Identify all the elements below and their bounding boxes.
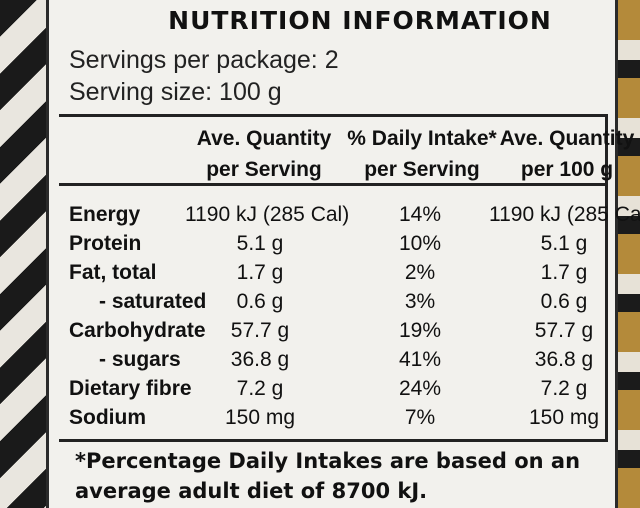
row-label: Energy xyxy=(69,203,141,226)
cell-per-100g: 5.1 g xyxy=(540,232,588,255)
table-row: Protein 5.1 g 10% 5.1 g xyxy=(59,232,605,261)
cell-daily-intake: 3% xyxy=(404,290,436,313)
cell-per-100g: 0.6 g xyxy=(540,290,588,313)
cell-daily-intake: 19% xyxy=(398,319,442,342)
table-row: - sugars 36.8 g 41% 36.8 g xyxy=(59,348,605,377)
row-label: Protein xyxy=(69,232,142,255)
daily-intake-footnote: *Percentage Daily Intakes are based on a… xyxy=(75,449,581,503)
cell-per-serving: 0.6 g xyxy=(236,290,284,313)
cell-per-serving: 1190 kJ (285 Cal) xyxy=(185,203,350,226)
cell-per-serving: 150 mg xyxy=(224,406,296,429)
cell-per-serving: 5.1 g xyxy=(236,232,284,255)
servings-per-package: Servings per package: 2 xyxy=(69,46,339,74)
cell-daily-intake: 10% xyxy=(398,232,442,255)
cell-per-100g: 57.7 g xyxy=(534,319,594,342)
serving-size: Serving size: 100 g xyxy=(69,78,282,106)
row-label: Sodium xyxy=(69,406,146,429)
cell-daily-intake: 14% xyxy=(398,203,442,226)
table-row: Carbohydrate 57.7 g 19% 57.7 g xyxy=(59,319,605,348)
cell-per-serving: 36.8 g xyxy=(230,348,290,371)
table-row: Sodium 150 mg 7% 150 mg xyxy=(59,406,605,435)
cell-per-100g: 36.8 g xyxy=(534,348,594,371)
cell-per-serving: 7.2 g xyxy=(236,377,284,400)
row-label: Dietary fibre xyxy=(69,377,192,400)
cell-daily-intake: 7% xyxy=(404,406,436,429)
cell-per-100g: 150 mg xyxy=(528,406,600,429)
table-row: Energy 1190 kJ (285 Cal) 14% 1190 kJ (28… xyxy=(59,203,640,232)
nutrition-panel: NUTRITION INFORMATION Servings per packa… xyxy=(46,0,640,508)
row-label: Carbohydrate xyxy=(69,319,206,342)
cell-daily-intake: 2% xyxy=(404,261,436,284)
header-daily-intake: % Daily Intake* per Serving xyxy=(347,127,497,181)
cell-daily-intake: 41% xyxy=(398,348,442,371)
row-label: - saturated xyxy=(99,290,207,313)
cell-per-100g: 1.7 g xyxy=(540,261,588,284)
header-divider xyxy=(59,183,605,186)
row-label: Fat, total xyxy=(69,261,157,284)
table-row: Dietary fibre 7.2 g 24% 7.2 g xyxy=(59,377,605,406)
header-avg-per-100g: Ave. Quantity per 100 g xyxy=(499,127,635,181)
row-label: - sugars xyxy=(99,348,181,371)
table-row: - saturated 0.6 g 3% 0.6 g xyxy=(59,290,605,319)
nutrition-table: Ave. Quantity per Serving % Daily Intake… xyxy=(59,114,640,442)
cell-per-100g: 7.2 g xyxy=(540,377,588,400)
cell-per-serving: 1.7 g xyxy=(236,261,284,284)
panel-title: NUTRITION INFORMATION xyxy=(168,6,552,35)
cell-per-100g: 1190 kJ (285 Cal) xyxy=(489,203,640,226)
cell-daily-intake: 24% xyxy=(398,377,442,400)
table-row: Fat, total 1.7 g 2% 1.7 g xyxy=(59,261,605,290)
cell-per-serving: 57.7 g xyxy=(230,319,290,342)
header-avg-per-serving: Ave. Quantity per Serving xyxy=(196,127,332,181)
